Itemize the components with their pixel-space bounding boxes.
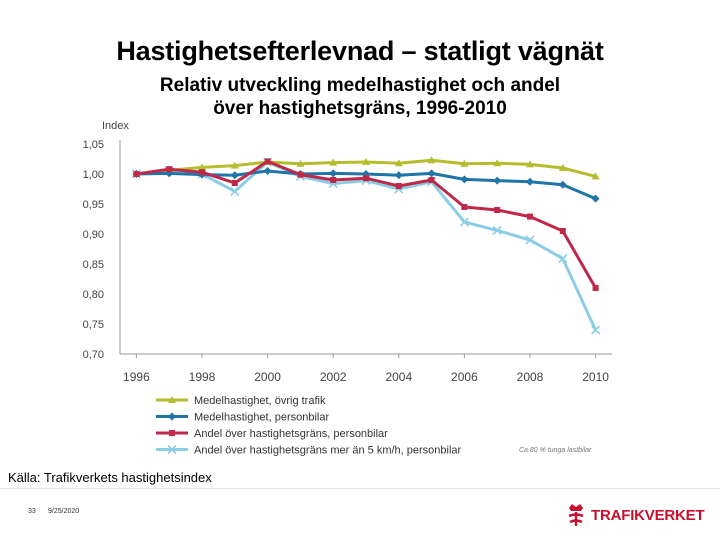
data-point [459, 217, 469, 227]
data-point [527, 213, 533, 220]
slide-subtitle: Relativ utveckling medelhastighet och an… [0, 74, 720, 120]
data-point [231, 180, 238, 186]
x-tick-label: 2010 [582, 370, 609, 384]
data-point [166, 166, 173, 173]
data-point [395, 183, 402, 189]
y-axis-title: Index [102, 120, 129, 132]
footer-divider [0, 488, 720, 489]
data-point [592, 285, 599, 291]
chart-footnote: Ca 80 % tunga lastbilar [519, 447, 592, 454]
y-tick-label: 1,05 [83, 139, 104, 151]
data-point [329, 158, 338, 166]
legend-marker [169, 430, 175, 436]
y-tick-label: 1,00 [83, 169, 104, 181]
y-tick-label: 0,70 [83, 349, 104, 361]
data-point [558, 164, 567, 171]
legend-label: Medelhastighet, personbilar [194, 412, 329, 424]
subtitle-line-1: Relativ utveckling medelhastighet och an… [159, 75, 561, 96]
data-point [363, 175, 369, 182]
data-point [526, 160, 534, 168]
logo-text: TRAFIKVERKET [591, 506, 705, 524]
data-point [525, 235, 535, 245]
data-point [427, 156, 436, 164]
x-tick-label: 2004 [385, 370, 412, 384]
legend-marker [168, 396, 176, 403]
x-tick-label: 2008 [517, 370, 544, 384]
data-point [394, 171, 403, 180]
trafikverket-logo: TRAFIKVERKET [566, 500, 705, 530]
data-point [494, 207, 501, 213]
slide-title: Hastighetsefterlevnad – statligt vägnät [116, 36, 604, 66]
data-point [394, 159, 403, 167]
y-tick-label: 0,95 [83, 199, 104, 211]
y-tick-label: 0,75 [83, 319, 104, 331]
page-number: 33 [28, 508, 36, 515]
line-chart: Index 1,05 1,00 0,95 0,90 0,85 0,80 0,75 0,70 199… [83, 120, 612, 457]
data-point [591, 194, 600, 203]
data-point [460, 175, 469, 184]
data-point [428, 177, 435, 183]
y-tick-label: 0,80 [83, 289, 104, 301]
data-point [492, 225, 502, 235]
y-tick-label: 0,85 [83, 259, 104, 271]
data-point [591, 325, 601, 335]
data-point [558, 180, 567, 189]
x-tick-label: 2002 [320, 370, 347, 384]
x-tick-label: 2000 [254, 370, 281, 384]
series-line [136, 160, 597, 331]
data-point [460, 159, 469, 167]
data-point [230, 171, 239, 180]
data-point [329, 169, 338, 178]
data-point [199, 169, 205, 176]
data-point [230, 161, 239, 169]
x-tick-label: 2006 [451, 370, 478, 384]
data-point [264, 158, 271, 165]
data-point [330, 177, 337, 183]
data-point [133, 171, 140, 177]
data-point [493, 176, 502, 185]
data-point [427, 169, 436, 178]
data-point [559, 228, 566, 234]
x-tick-label: 1996 [123, 370, 150, 384]
legend-marker [168, 412, 176, 421]
data-point [263, 167, 272, 175]
crown-icon [568, 504, 584, 526]
subtitle-line-2: över hastighetsgräns, 1996-2010 [213, 98, 507, 119]
legend-label: Andel över hastighetsgräns, personbilar [194, 428, 388, 440]
footer-date: 9/25/2020 [48, 508, 80, 515]
data-point [493, 159, 502, 167]
source-note: Källa: Trafikverkets hastighetsindex [8, 470, 212, 485]
data-point [198, 163, 206, 171]
x-tick-label: 1998 [189, 370, 216, 384]
legend-marker [167, 444, 177, 455]
data-point [297, 171, 304, 178]
data-point [362, 158, 370, 165]
data-point [591, 172, 600, 180]
legend-label: Medelhastighet, övrig trafik [194, 395, 326, 407]
data-point [526, 177, 534, 186]
data-point [230, 186, 240, 196]
data-point [296, 159, 305, 167]
legend-label: Andel över hastighetsgräns mer än 5 km/h… [194, 445, 462, 457]
y-tick-label: 0,90 [83, 229, 104, 241]
data-point [461, 204, 468, 210]
data-point [558, 254, 568, 264]
